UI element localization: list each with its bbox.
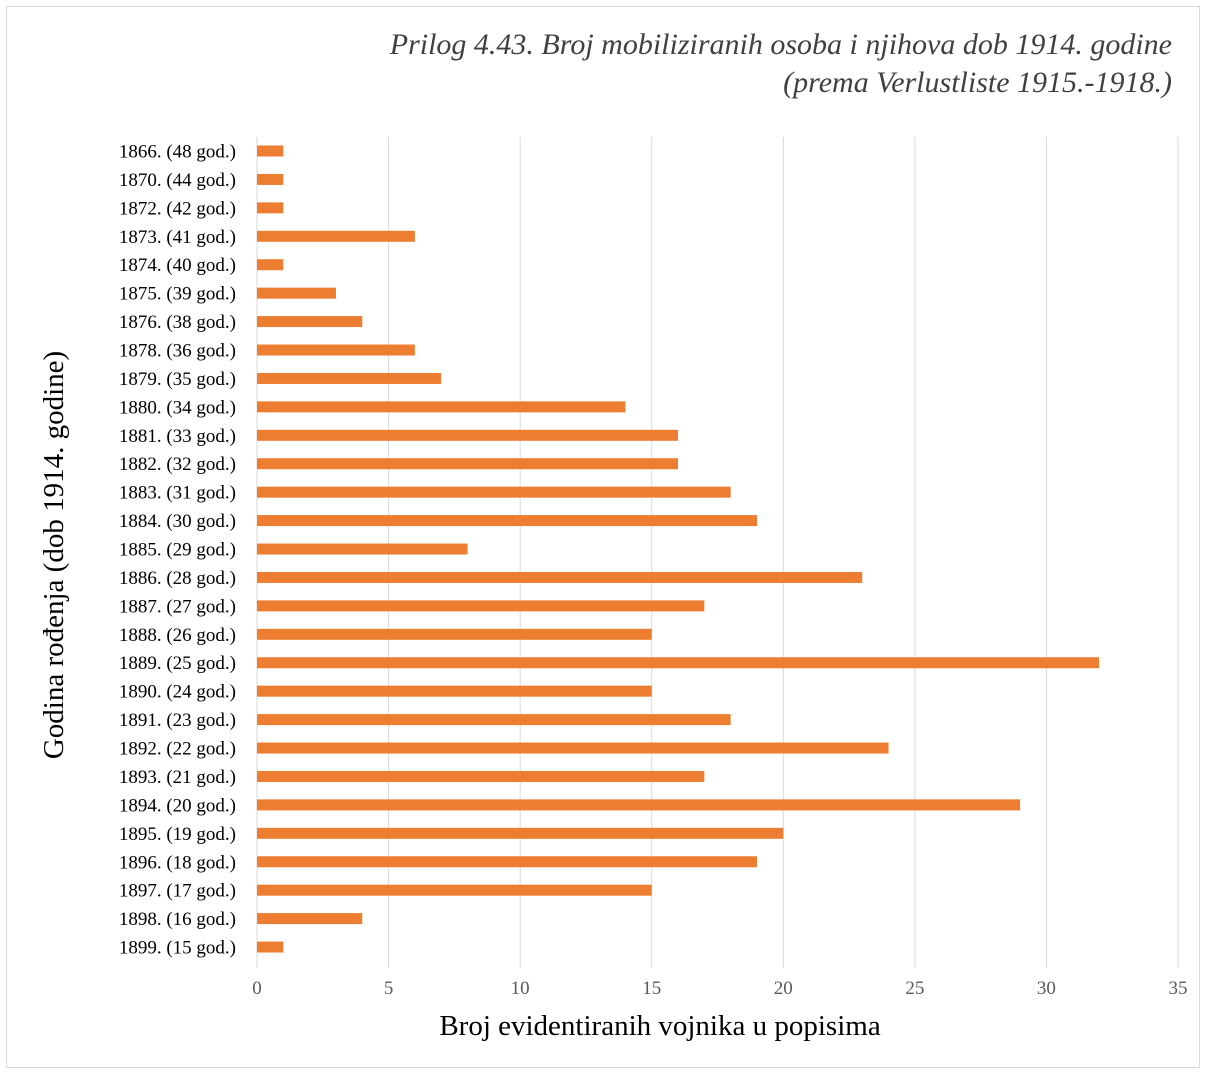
- bar: [257, 543, 468, 555]
- bar: [257, 884, 652, 896]
- bar: [257, 401, 626, 413]
- bar: [257, 913, 363, 925]
- y-category-label: 1893. (21 god.): [119, 767, 236, 788]
- bar: [257, 202, 284, 214]
- y-category-label: 1873. (41 god.): [119, 227, 236, 248]
- y-category-label: 1897. (17 god.): [119, 881, 236, 902]
- x-tick-label: 0: [252, 978, 262, 999]
- y-category-label: 1870. (44 god.): [119, 170, 236, 191]
- bar: [257, 714, 731, 726]
- chart-subtitle: (prema Verlustliste 1915.-1918.): [783, 66, 1172, 99]
- y-category-label: 1886. (28 god.): [119, 568, 236, 589]
- bar: [257, 486, 731, 498]
- y-category-label: 1890. (24 god.): [119, 682, 236, 703]
- y-category-label: 1874. (40 god.): [119, 255, 236, 276]
- bar: [257, 372, 442, 384]
- bar: [257, 628, 652, 640]
- bar: [257, 571, 863, 583]
- bar: [257, 259, 284, 271]
- x-tick-label: 5: [384, 978, 394, 999]
- x-tick-label: 25: [905, 978, 924, 999]
- bar: [257, 344, 415, 356]
- bar: [257, 742, 889, 754]
- y-category-label: 1885. (29 god.): [119, 540, 236, 561]
- bar: [257, 287, 336, 299]
- y-category-label: 1882. (32 god.): [119, 454, 236, 475]
- bar: [257, 856, 757, 868]
- y-category-label: 1888. (26 god.): [119, 625, 236, 646]
- y-category-label: 1878. (36 god.): [119, 341, 236, 362]
- bar: [257, 600, 705, 612]
- y-category-label: 1891. (23 god.): [119, 710, 236, 731]
- bar: [257, 827, 784, 839]
- x-tick-label: 30: [1037, 978, 1056, 999]
- x-axis-label: Broj evidentiranih vojnika u popisima: [439, 1010, 881, 1042]
- y-category-label: 1866. (48 god.): [119, 142, 236, 163]
- bar: [257, 429, 679, 441]
- bar: [257, 145, 284, 157]
- bar: [257, 458, 679, 470]
- bar: [257, 799, 1021, 811]
- x-tick-label: 20: [774, 978, 793, 999]
- y-category-label: 1895. (19 god.): [119, 824, 236, 845]
- y-category-label: 1894. (20 god.): [119, 795, 236, 816]
- y-category-label: 1881. (33 god.): [119, 426, 236, 447]
- bar: [257, 515, 757, 527]
- y-category-label: 1898. (16 god.): [119, 909, 236, 930]
- bar: [257, 941, 284, 953]
- y-category-label: 1896. (18 god.): [119, 852, 236, 873]
- y-category-label: 1872. (42 god.): [119, 198, 236, 219]
- bar: [257, 685, 652, 697]
- bar: [257, 230, 415, 242]
- bar: [257, 770, 705, 782]
- chart-title-block: Prilog 4.43. Broj mobiliziranih osoba i …: [390, 26, 1172, 102]
- y-category-label: 1887. (27 god.): [119, 596, 236, 617]
- bar: [257, 173, 284, 185]
- y-category-label: 1880. (34 god.): [119, 397, 236, 418]
- bar: [257, 316, 363, 328]
- y-category-label: 1892. (22 god.): [119, 739, 236, 760]
- y-category-label: 1889. (25 god.): [119, 653, 236, 674]
- x-tick-label: 35: [1169, 978, 1188, 999]
- y-category-label: 1875. (39 god.): [119, 284, 236, 305]
- bar: [257, 657, 1100, 669]
- y-category-label: 1883. (31 god.): [119, 483, 236, 504]
- chart-title: Prilog 4.43. Broj mobiliziranih osoba i …: [389, 28, 1172, 61]
- y-category-label: 1899. (15 god.): [119, 938, 236, 959]
- y-category-label: 1879. (35 god.): [119, 369, 236, 390]
- y-category-label: 1884. (30 god.): [119, 511, 236, 532]
- y-category-label: 1876. (38 god.): [119, 312, 236, 333]
- x-tick-label: 10: [511, 978, 530, 999]
- x-tick-label: 15: [642, 978, 661, 999]
